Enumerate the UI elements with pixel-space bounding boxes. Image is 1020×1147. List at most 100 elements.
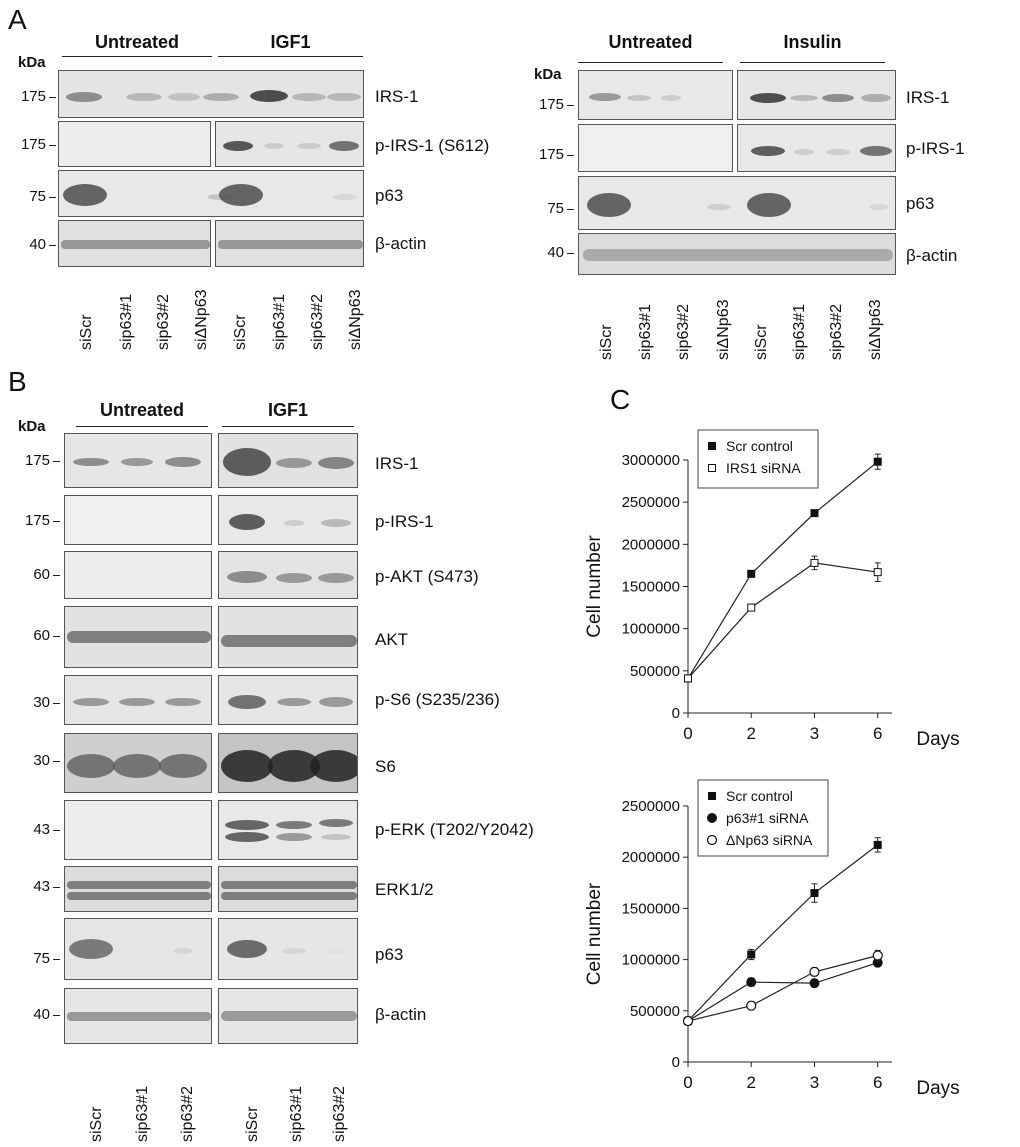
lane-label: siScr — [753, 324, 770, 360]
mw-marker: 40 — [10, 1006, 60, 1023]
y-axis-label: Cell number — [584, 535, 605, 638]
blot-p-irs1-untreated — [58, 121, 211, 167]
growth-chart-irs1: 0 500000 1000000 1500000 2000000 2500000 30000… — [584, 429, 960, 750]
lane-label: siΔNp63 — [715, 299, 732, 361]
mw-marker: 175 — [520, 146, 574, 163]
series-line — [687, 562, 878, 679]
lane-label: sip63#1 — [288, 1085, 305, 1142]
data-point — [810, 558, 819, 567]
lane-label: sip63#2 — [309, 293, 326, 350]
x-tick-label: 0 — [683, 1073, 692, 1092]
legend-marker — [708, 464, 716, 472]
protein-label: AKT — [375, 630, 409, 649]
x-tick-label: 2 — [747, 724, 756, 743]
blot-p-s6-untreated — [64, 675, 212, 725]
blot-beta-actin-untreated — [64, 988, 212, 1044]
group-line — [218, 56, 363, 57]
mw-marker: 60 — [10, 566, 60, 583]
protein-label: p-S6 (S235/236) — [375, 690, 500, 709]
blot-p-akt-untreated — [64, 551, 212, 599]
kda-label: kDa — [534, 66, 562, 83]
mw-marker: 175 — [10, 136, 56, 153]
protein-label: IRS-1 — [375, 454, 419, 473]
blot-beta-actin — [578, 233, 896, 275]
legend-box — [697, 779, 829, 857]
x-axis-label: Days — [916, 729, 959, 750]
data-point — [810, 889, 819, 898]
blot-p-erk-untreated — [64, 800, 212, 860]
blot-irs1-insulin — [737, 70, 896, 120]
data-point — [682, 1015, 694, 1027]
y-tick-label: 2500000 — [622, 494, 680, 511]
legend-entry: Scr control — [726, 788, 793, 804]
blot-p-erk-igf1 — [218, 800, 358, 860]
lane-label: sip63#2 — [331, 1085, 348, 1142]
series-line — [687, 962, 878, 1022]
protein-label: p-ERK (T202/Y2042) — [375, 820, 534, 839]
legend-marker — [708, 442, 716, 450]
lane-label: siScr — [598, 324, 615, 360]
blot-akt-igf1 — [218, 606, 358, 668]
lane-label: sip63#1 — [791, 303, 808, 360]
data-point — [810, 509, 819, 518]
lane-label: sip63#2 — [675, 303, 692, 360]
group-line — [740, 62, 885, 63]
x-tick-label: 0 — [683, 724, 692, 743]
data-point — [747, 950, 756, 959]
data-point — [873, 568, 882, 577]
protein-label: p63 — [375, 186, 404, 205]
data-point — [746, 1000, 757, 1011]
blot-erk-igf1 — [218, 866, 358, 912]
group-line — [62, 56, 212, 57]
protein-label: p-AKT (S473) — [375, 567, 479, 586]
blot-p63-igf1 — [218, 918, 358, 980]
group-line — [76, 426, 208, 427]
mw-marker: 175 — [10, 88, 56, 105]
lane-label: siΔNp63 — [347, 289, 364, 351]
group-label-untreated: Untreated — [94, 32, 179, 52]
mw-marker: 175 — [10, 512, 60, 529]
legend-entry: p63#1 siRNA — [726, 810, 809, 826]
y-tick-label: 0 — [672, 1054, 680, 1071]
blot-s6-untreated — [64, 733, 212, 793]
legend-marker — [706, 834, 718, 846]
lane-label: siScr — [88, 1106, 105, 1142]
data-point — [872, 950, 883, 961]
lane-label: siScr — [244, 1106, 261, 1142]
legend-entry: IRS1 siRNA — [726, 460, 801, 476]
blot-beta-actin-igf1 — [218, 988, 358, 1044]
mw-marker: 75 — [10, 188, 56, 205]
y-tick-label: 1000000 — [622, 952, 680, 969]
protein-label: p-IRS-1 — [906, 139, 965, 158]
series-line — [687, 461, 879, 679]
y-tick-label: 3000000 — [622, 452, 680, 469]
group-line — [578, 62, 723, 63]
y-tick-label: 1000000 — [622, 621, 680, 638]
data-point — [873, 457, 882, 466]
legend-marker — [707, 813, 717, 823]
mw-marker: 175 — [10, 452, 60, 469]
mw-marker: 40 — [10, 236, 56, 253]
x-tick-label: 6 — [873, 724, 882, 743]
blot-p63-untreated — [64, 918, 212, 980]
x-tick-label: 2 — [747, 1073, 756, 1092]
lane-label: sip63#1 — [118, 293, 135, 350]
legend-entry: ΔNp63 siRNA — [726, 832, 813, 848]
blot-p-irs1-igf1 — [215, 121, 364, 167]
mw-marker: 75 — [10, 950, 60, 967]
blot-irs1-igf1 — [218, 433, 358, 488]
mw-marker: 60 — [10, 627, 60, 644]
y-tick-label: 500000 — [630, 663, 680, 680]
group-label-igf1: IGF1 — [270, 32, 311, 52]
panel-letter-a: A — [8, 4, 27, 35]
blot-irs1 — [58, 70, 364, 118]
group-line — [222, 426, 354, 427]
protein-label: p63 — [375, 945, 404, 964]
legend-marker — [708, 792, 716, 800]
kda-label: kDa — [18, 54, 46, 71]
group-label-untreated: Untreated — [99, 400, 184, 420]
data-point — [746, 977, 757, 988]
blot-irs1-untreated — [578, 70, 733, 120]
x-tick-label: 3 — [810, 1073, 819, 1092]
mw-marker: 175 — [520, 96, 574, 113]
